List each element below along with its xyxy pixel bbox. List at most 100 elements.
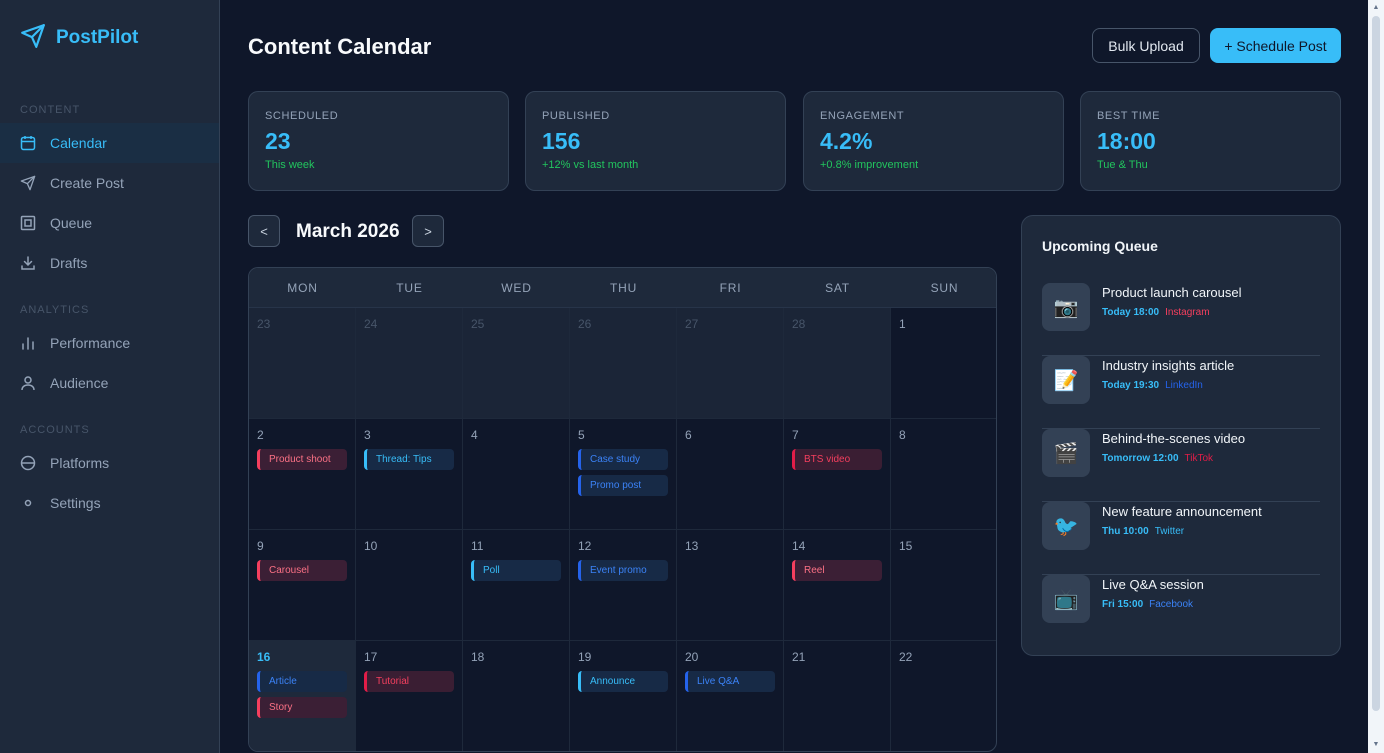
calendar-day[interactable]: 20 Live Q&A <box>677 641 784 751</box>
calendar-day[interactable]: 10 <box>356 530 463 641</box>
prev-month-button[interactable]: < <box>248 215 280 247</box>
calendar-day[interactable]: 5 Case study Promo post <box>570 419 677 530</box>
calendar-day[interactable]: 6 <box>677 419 784 530</box>
sidebar-item-settings[interactable]: Settings <box>0 483 219 523</box>
calendar-day[interactable]: 12 Event promo <box>570 530 677 641</box>
calendar-day-today[interactable]: 16 Article Story <box>249 641 356 751</box>
calendar-day[interactable]: 22 <box>891 641 996 751</box>
tv-icon: 📺 <box>1042 575 1090 623</box>
sidebar: PostPilot CONTENT Calendar Create Post Q… <box>0 0 220 753</box>
calendar-event[interactable]: Poll <box>471 560 561 581</box>
sidebar-item-calendar[interactable]: Calendar <box>0 123 219 163</box>
calendar-day[interactable]: 2 Product shoot <box>249 419 356 530</box>
clapper-icon: 🎬 <box>1042 429 1090 477</box>
calendar-day[interactable]: 8 <box>891 419 996 530</box>
day-number: 14 <box>792 539 806 553</box>
calendar-day[interactable]: 3 Thread: Tips <box>356 419 463 530</box>
sidebar-item-audience[interactable]: Audience <box>0 363 219 403</box>
queue-item[interactable]: 📷 Product launch carousel Today 18:00 Insta… <box>1042 283 1320 356</box>
settings-icon <box>20 495 36 511</box>
queue-item-time: Tomorrow 12:00 <box>1102 453 1179 464</box>
stat-value: 156 <box>542 128 581 154</box>
calendar-day[interactable]: 4 <box>463 419 570 530</box>
sidebar-item-label: Platforms <box>50 455 110 471</box>
calendar-day[interactable]: 15 <box>891 530 996 641</box>
calendar-event[interactable]: Case study <box>578 449 668 470</box>
day-number: 7 <box>792 428 799 442</box>
stat-subtext: Tue & Thu <box>1097 159 1148 171</box>
queue-item[interactable]: 🐦 New feature announcement Thu 10:00 Twitte… <box>1042 502 1320 575</box>
calendar-day[interactable]: 23 <box>249 308 356 419</box>
day-number: 20 <box>685 650 699 664</box>
queue-item[interactable]: 📝 Industry insights article Today 19:30 Lin… <box>1042 356 1320 429</box>
calendar-event[interactable]: Thread: Tips <box>364 449 454 470</box>
bulk-upload-button[interactable]: Bulk Upload <box>1092 28 1200 63</box>
calendar-event[interactable]: BTS video <box>792 449 882 470</box>
calendar-event[interactable]: Story <box>257 697 347 718</box>
queue-item-time: Thu 10:00 <box>1102 526 1149 537</box>
calendar-day[interactable]: 9 Carousel <box>249 530 356 641</box>
brand-logo[interactable]: PostPilot <box>20 23 139 52</box>
queue-item-title: Behind-the-scenes video <box>1102 431 1246 446</box>
section-label-analytics: ANALYTICS <box>20 304 90 316</box>
calendar-event[interactable]: Reel <box>792 560 882 581</box>
calendar-event[interactable]: Carousel <box>257 560 347 581</box>
scroll-up-icon[interactable]: ▲ <box>1372 4 1380 11</box>
queue-item-meta: Today 18:00 Instagram <box>1102 307 1210 318</box>
next-month-button[interactable]: > <box>412 215 444 247</box>
day-number: 15 <box>899 539 913 553</box>
day-number: 4 <box>471 428 478 442</box>
schedule-post-button[interactable]: + Schedule Post <box>1210 28 1341 63</box>
calendar-event[interactable]: Product shoot <box>257 449 347 470</box>
queue-item-title: Product launch carousel <box>1102 285 1242 300</box>
calendar-day[interactable]: 28 <box>784 308 891 419</box>
calendar-day[interactable]: 27 <box>677 308 784 419</box>
queue-item[interactable]: 🎬 Behind-the-scenes video Tomorrow 12:00 Ti… <box>1042 429 1320 502</box>
calendar-day[interactable]: 14 Reel <box>784 530 891 641</box>
day-number: 21 <box>792 650 806 664</box>
calendar-day[interactable]: 25 <box>463 308 570 419</box>
stat-card-best-time: BEST TIME 18:00 Tue & Thu <box>1080 91 1341 191</box>
calendar-event[interactable]: Live Q&A <box>685 671 775 692</box>
day-number: 12 <box>578 539 592 553</box>
calendar-day[interactable]: 19 Announce <box>570 641 677 751</box>
queue-item-title: Live Q&A session <box>1102 577 1204 592</box>
sidebar-item-platforms[interactable]: Platforms <box>0 443 219 483</box>
calendar-weekday-header: MON TUE WED THU FRI SAT SUN <box>249 268 996 308</box>
calendar-day[interactable]: 11 Poll <box>463 530 570 641</box>
weekday-header-tue: TUE <box>396 281 423 295</box>
calendar-day[interactable]: 1 <box>891 308 996 419</box>
scrollbar-thumb[interactable] <box>1372 16 1380 711</box>
weekday-header-sun: SUN <box>930 281 959 295</box>
sidebar-item-create-post[interactable]: Create Post <box>0 163 219 203</box>
sidebar-item-drafts[interactable]: Drafts <box>0 243 219 283</box>
calendar-day[interactable]: 7 BTS video <box>784 419 891 530</box>
queue-item-platform: Instagram <box>1165 307 1210 318</box>
day-number: 2 <box>257 428 264 442</box>
calendar-day[interactable]: 21 <box>784 641 891 751</box>
calendar-event[interactable]: Tutorial <box>364 671 454 692</box>
calendar-event[interactable]: Promo post <box>578 475 668 496</box>
weekday-header-thu: THU <box>609 281 638 295</box>
calendar-day[interactable]: 24 <box>356 308 463 419</box>
bar-chart-icon <box>20 335 36 351</box>
sidebar-item-performance[interactable]: Performance <box>0 323 219 363</box>
weekday-header-wed: WED <box>501 281 532 295</box>
app-name: PostPilot <box>56 27 139 48</box>
calendar-day[interactable]: 13 <box>677 530 784 641</box>
queue-item-time: Today 18:00 <box>1102 307 1160 318</box>
upcoming-queue-panel: Upcoming Queue 📷 Product launch carousel T… <box>1021 215 1341 656</box>
calendar-day[interactable]: 18 <box>463 641 570 751</box>
calendar-event[interactable]: Article <box>257 671 347 692</box>
queue-item[interactable]: 📺 Live Q&A session Fri 15:00 Facebook <box>1042 575 1320 648</box>
sidebar-item-queue[interactable]: Queue <box>0 203 219 243</box>
queue-item-title: New feature announcement <box>1102 504 1262 519</box>
calendar-event[interactable]: Announce <box>578 671 668 692</box>
queue-item-platform: LinkedIn <box>1165 380 1203 391</box>
calendar-event[interactable]: Event promo <box>578 560 668 581</box>
calendar-day[interactable]: 26 <box>570 308 677 419</box>
calendar-day[interactable]: 17 Tutorial <box>356 641 463 751</box>
section-label-accounts: ACCOUNTS <box>20 424 90 436</box>
stat-subtext: +0.8% improvement <box>820 159 919 171</box>
scroll-down-icon[interactable]: ▼ <box>1372 741 1380 748</box>
